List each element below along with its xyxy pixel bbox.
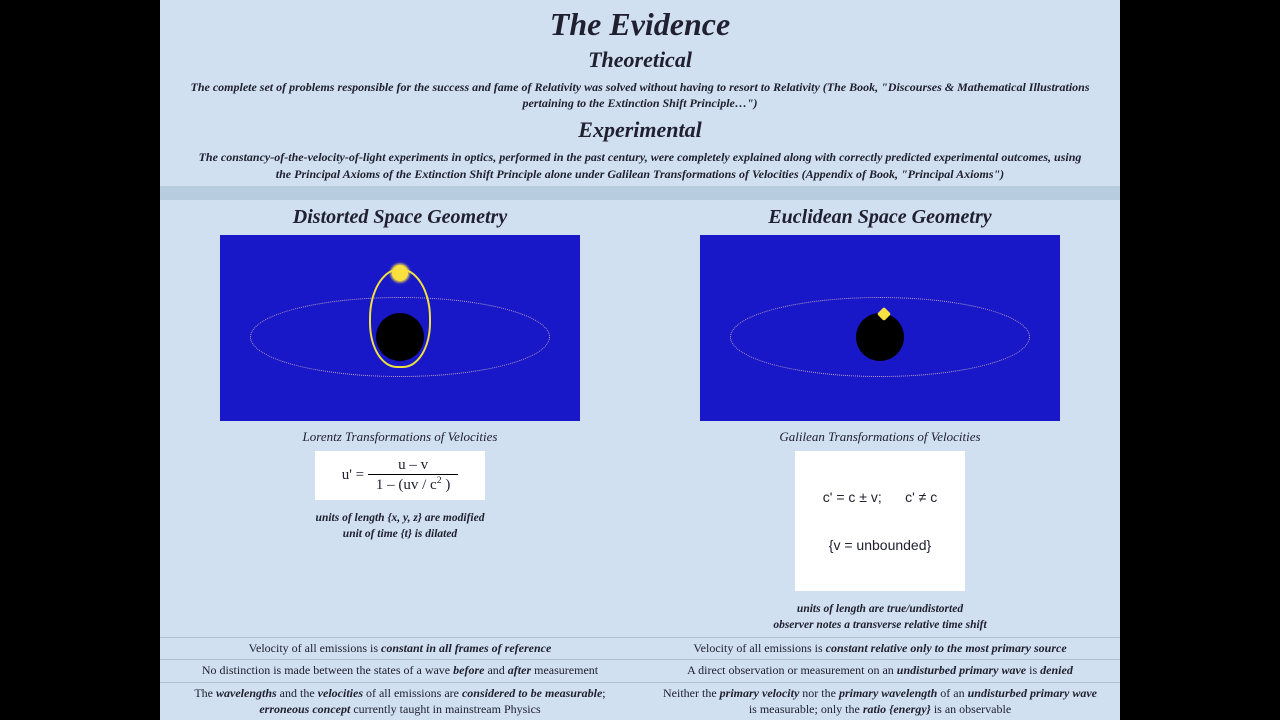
left-note-1: units of length {x, y, z} are modified xyxy=(316,510,485,526)
left-caption: Lorentz Transformations of Velocities xyxy=(303,421,498,451)
divider xyxy=(160,186,1120,200)
claim-right: Velocity of all emissions is constant re… xyxy=(640,638,1120,660)
right-note-1: units of length are true/undistorted xyxy=(797,601,963,617)
comparison-columns: Distorted Space Geometry Lorentz Transfo… xyxy=(160,200,1120,637)
left-column: Distorted Space Geometry Lorentz Transfo… xyxy=(160,200,640,637)
claim-left: Velocity of all emissions is constant in… xyxy=(160,638,640,660)
euclidean-space-diagram xyxy=(700,235,1060,421)
experimental-text: The constancy-of-the-velocity-of-light e… xyxy=(160,145,1120,185)
right-column: Euclidean Space Geometry Galilean Transf… xyxy=(640,200,1120,637)
left-note-2: unit of time {t} is dilated xyxy=(343,526,457,546)
central-mass xyxy=(376,313,424,361)
document-page: The Evidence Theoretical The complete se… xyxy=(160,0,1120,720)
central-mass xyxy=(856,313,904,361)
claim-row: The wavelengths and the velocities of al… xyxy=(160,682,1120,720)
claim-right: A direct observation or measurement on a… xyxy=(640,660,1120,682)
distorted-space-diagram xyxy=(220,235,580,421)
lorentz-formula: u' = u – v1 – (uv / c2 ) xyxy=(315,451,485,500)
claim-left: The wavelengths and the velocities of al… xyxy=(160,683,640,720)
page-title: The Evidence xyxy=(160,0,1120,45)
right-caption: Galilean Transformations of Velocities xyxy=(779,421,980,451)
galilean-formula: c' = c ± v; c' ≠ c {v = unbounded} xyxy=(795,451,965,591)
claim-row: No distinction is made between the state… xyxy=(160,659,1120,682)
claim-left: No distinction is made between the state… xyxy=(160,660,640,682)
experimental-heading: Experimental xyxy=(160,115,1120,145)
theoretical-text: The complete set of problems responsible… xyxy=(160,75,1120,115)
claim-right: Neither the primary velocity nor the pri… xyxy=(640,683,1120,720)
left-title: Distorted Space Geometry xyxy=(293,200,507,235)
theoretical-heading: Theoretical xyxy=(160,45,1120,75)
right-title: Euclidean Space Geometry xyxy=(768,200,991,235)
claim-row: Velocity of all emissions is constant in… xyxy=(160,637,1120,660)
claims-table: Velocity of all emissions is constant in… xyxy=(160,637,1120,720)
right-note-2: observer notes a transverse relative tim… xyxy=(773,617,986,637)
emitter-star xyxy=(392,265,408,281)
